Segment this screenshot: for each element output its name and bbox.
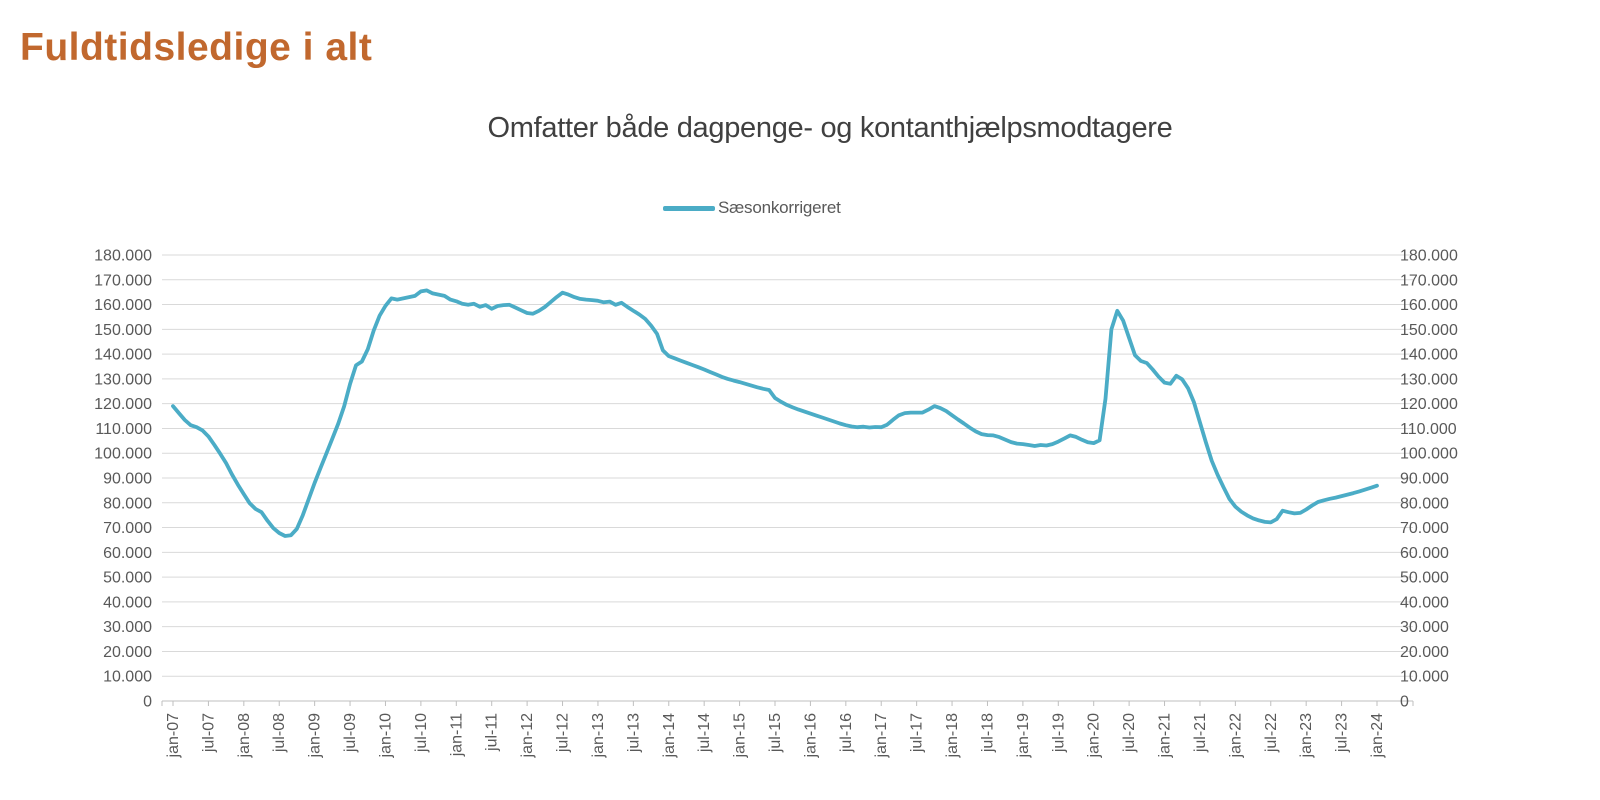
y-axis-label-left: 0 [143,694,152,711]
x-axis-label: jan-08 [236,713,253,759]
y-axis-label-left: 70.000 [103,520,152,537]
x-axis-label: jul-14 [696,713,713,753]
x-axis-label: jan-11 [448,713,465,757]
y-axis-label-left: 130.000 [94,371,152,388]
x-axis-label: jul-20 [1121,713,1138,753]
x-axis-label: jan-24 [1369,713,1386,759]
y-axis-label-left: 50.000 [103,570,152,587]
x-axis-label: jan-10 [377,713,394,759]
page-title: Fuldtidsledige i alt [20,26,373,69]
x-axis-label: jul-12 [555,713,572,753]
y-axis-label-right: 80.000 [1400,495,1449,512]
y-axis-label-right: 100.000 [1400,446,1458,463]
x-axis-label: jul-09 [342,713,359,753]
x-axis-label: jul-11 [484,713,501,752]
x-axis-label: jul-16 [838,713,855,753]
series-line-saesonkorrigeret [171,288,1379,538]
chart-legend: Sæsonkorrigeret [663,198,841,218]
y-axis-label-right: 20.000 [1400,644,1449,661]
x-axis-label: jul-07 [200,713,217,753]
y-axis-label-right: 160.000 [1400,297,1458,314]
x-axis-label: jul-08 [271,713,288,753]
y-axis-label-left: 40.000 [103,594,152,611]
y-axis-label-left: 120.000 [94,396,152,413]
x-axis-label: jul-13 [625,713,642,753]
y-axis-label-right: 0 [1400,694,1409,711]
y-axis-label-right: 150.000 [1400,322,1458,339]
x-axis-label: jul-10 [413,713,430,753]
legend-line-swatch [663,205,715,211]
x-axis-label: jan-17 [873,713,890,759]
x-axis-label: jul-21 [1192,713,1209,753]
x-axis-label: jan-09 [307,713,324,759]
y-axis-label-right: 10.000 [1400,669,1449,686]
x-axis-label: jan-16 [802,713,819,759]
y-axis-label-right: 50.000 [1400,570,1449,587]
y-axis-label-left: 100.000 [94,446,152,463]
x-axis-label: jul-23 [1334,713,1351,753]
x-axis-label: jan-13 [590,713,607,759]
y-axis-label-right: 170.000 [1400,272,1458,289]
y-axis-label-right: 140.000 [1400,347,1458,364]
y-axis-label-right: 110.000 [1400,421,1457,438]
x-axis-label: jan-12 [519,713,536,759]
x-axis-label: jan-23 [1298,713,1315,759]
y-axis-label-left: 30.000 [103,619,152,636]
y-axis-label-right: 30.000 [1400,619,1449,636]
y-axis-label-right: 130.000 [1400,371,1458,388]
y-axis-label-right: 180.000 [1400,248,1458,265]
y-axis-label-left: 90.000 [103,471,152,488]
x-axis-label: jan-15 [732,713,749,759]
x-axis-label: jan-14 [661,713,678,759]
x-axis-label: jan-19 [1015,713,1032,759]
y-axis-label-left: 160.000 [94,297,152,314]
y-axis-label-left: 150.000 [94,322,152,339]
x-axis-label: jul-17 [909,713,926,753]
x-axis-label: jan-07 [165,713,182,759]
x-axis-label: jan-18 [944,713,961,759]
y-axis-label-right: 60.000 [1400,545,1449,562]
y-axis-label-left: 60.000 [103,545,152,562]
y-axis-label-left: 80.000 [103,495,152,512]
x-axis-label: jul-18 [979,713,996,753]
x-axis-label: jan-22 [1227,713,1244,759]
y-axis-label-right: 120.000 [1400,396,1458,413]
y-axis-label-right: 90.000 [1400,471,1449,488]
x-axis-label: jul-15 [767,713,784,753]
y-axis-label-left: 110.000 [95,421,152,438]
x-axis-label: jul-22 [1263,713,1280,753]
x-axis-label: jan-21 [1157,713,1174,759]
y-axis-label-right: 70.000 [1400,520,1449,537]
y-axis-label-left: 10.000 [103,669,152,686]
y-axis-label-right: 40.000 [1400,594,1449,611]
x-axis-label: jul-19 [1050,713,1067,753]
y-axis-label-left: 20.000 [103,644,152,661]
legend-label: Sæsonkorrigeret [718,198,841,217]
y-axis-label-left: 170.000 [94,272,152,289]
y-axis-label-left: 140.000 [94,347,152,364]
chart-subtitle: Omfatter både dagpenge- og kontanthjælps… [487,112,1173,144]
y-axis-label-left: 180.000 [94,248,152,265]
x-axis-label: jan-20 [1086,713,1103,759]
